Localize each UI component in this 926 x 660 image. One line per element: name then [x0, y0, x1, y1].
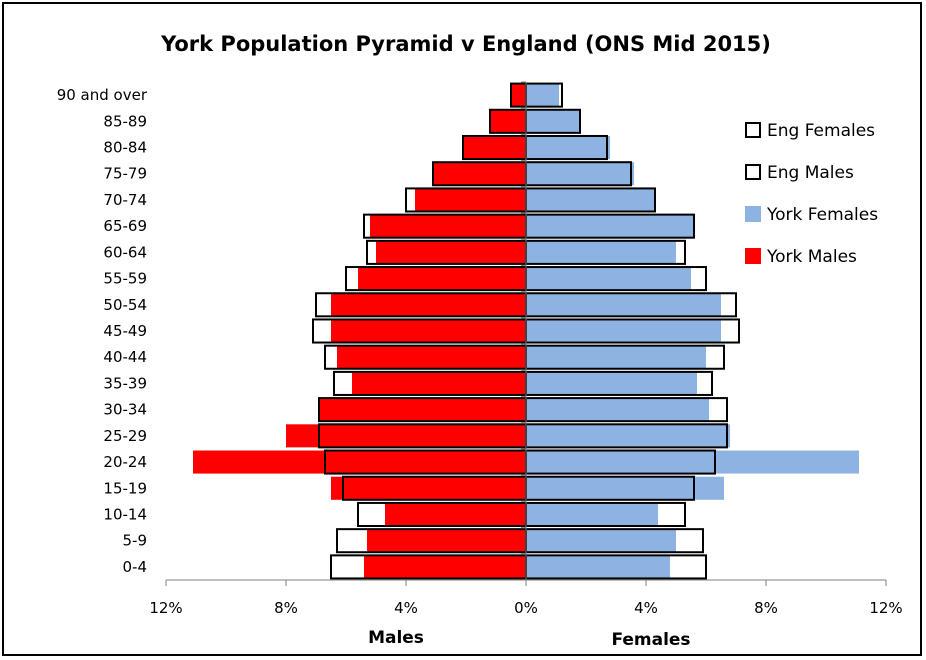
york-males-bar: [352, 371, 526, 395]
york-females-bar: [526, 83, 559, 107]
york-males-bar: [364, 555, 526, 579]
york-females-bar: [526, 345, 706, 369]
age-group-label: 85-89: [103, 112, 147, 130]
legend-label-york-males: York Males: [766, 247, 857, 267]
age-group-label: 15-19: [103, 479, 147, 497]
york-females-bar: [526, 476, 724, 500]
age-group-label: 20-24: [103, 453, 147, 471]
york-females-bar: [526, 371, 697, 395]
age-group-label: 40-44: [103, 348, 147, 366]
legend: Eng Females Eng Males York Females York Mal…: [745, 121, 878, 267]
york-males-bar: [415, 188, 526, 212]
york-males-bar: [319, 398, 526, 422]
x-tick-label: 0%: [514, 599, 538, 617]
age-group-label: 70-74: [103, 191, 147, 209]
age-group-label: 5-9: [123, 532, 148, 550]
age-group-label: 30-34: [103, 401, 147, 419]
legend-label-york-females: York Females: [766, 205, 878, 225]
age-group-label: 75-79: [103, 165, 147, 183]
age-group-label: 35-39: [103, 374, 147, 392]
age-group-label: 65-69: [103, 217, 147, 235]
york-males-bar: [511, 83, 526, 107]
york-males-bar: [490, 109, 526, 133]
age-group-label: 25-29: [103, 427, 147, 445]
york-females-bar: [526, 188, 655, 212]
york-females-bar: [526, 267, 691, 291]
york-females-bar: [526, 450, 859, 474]
age-group-label: 0-4: [123, 558, 148, 576]
york-males-bar: [463, 135, 526, 160]
york-females-bar: [526, 162, 634, 186]
age-group-label: 55-59: [103, 270, 147, 288]
chart-title: York Population Pyramid v England (ONS M…: [160, 32, 771, 56]
york-females-bar: [526, 555, 670, 579]
york-females-bar: [526, 135, 610, 160]
age-group-label: 80-84: [103, 139, 147, 157]
age-group-label: 10-14: [103, 505, 147, 523]
age-group-labels: 0-4 5-9 10-14 15-19 20-24 25-29 30-34 35-39 40-4…: [57, 86, 148, 576]
legend-swatch-eng-males: [745, 164, 761, 180]
x-axis-label-males: Males: [368, 628, 424, 648]
york-females-bar: [526, 424, 730, 448]
york-females-bar: [526, 240, 676, 264]
york-males-bar: [433, 162, 526, 186]
x-tick-label: 12%: [149, 599, 182, 617]
x-tick-label: 4%: [394, 599, 418, 617]
york-males-bar: [193, 450, 526, 474]
york-females-bar: [526, 214, 694, 238]
legend-label-eng-females: Eng Females: [767, 121, 875, 141]
x-tick-label: 8%: [274, 599, 298, 617]
axes: [165, 81, 887, 586]
age-group-label: 45-49: [103, 322, 147, 340]
legend-label-eng-males: Eng Males: [767, 163, 854, 183]
x-tick-label: 12%: [869, 599, 902, 617]
york-males-bar: [385, 502, 526, 527]
york-males-bar: [286, 424, 526, 448]
york-males-bar: [367, 529, 526, 553]
york-females-bar: [526, 398, 709, 422]
york-males-bar: [376, 240, 526, 264]
york-females-bar: [526, 529, 676, 553]
york-males-bar: [358, 267, 526, 291]
legend-swatch-york-females: [745, 206, 761, 222]
age-group-label: 60-64: [103, 243, 147, 261]
york-males-bar: [370, 214, 526, 238]
x-tick-labels: 12% 8% 4% 0% 4% 8% 12%: [149, 599, 902, 617]
york-females-bar: [526, 502, 658, 527]
x-axis-label-females: Females: [611, 630, 690, 650]
legend-swatch-eng-females: [745, 122, 761, 138]
age-group-label: 50-54: [103, 296, 147, 314]
york-males-bar: [331, 293, 526, 317]
legend-swatch-york-males: [745, 248, 761, 264]
x-tick-label: 8%: [754, 599, 778, 617]
york-females-bar: [526, 319, 721, 343]
york-males-bar: [331, 319, 526, 343]
age-group-label: 90 and over: [57, 86, 148, 104]
x-tick-label: 4%: [634, 599, 658, 617]
york-females-bar: [526, 109, 580, 133]
york-females-bar: [526, 293, 721, 317]
york-males-bar: [331, 476, 526, 500]
york-males-bar: [337, 345, 526, 369]
york-bars: [193, 83, 859, 579]
